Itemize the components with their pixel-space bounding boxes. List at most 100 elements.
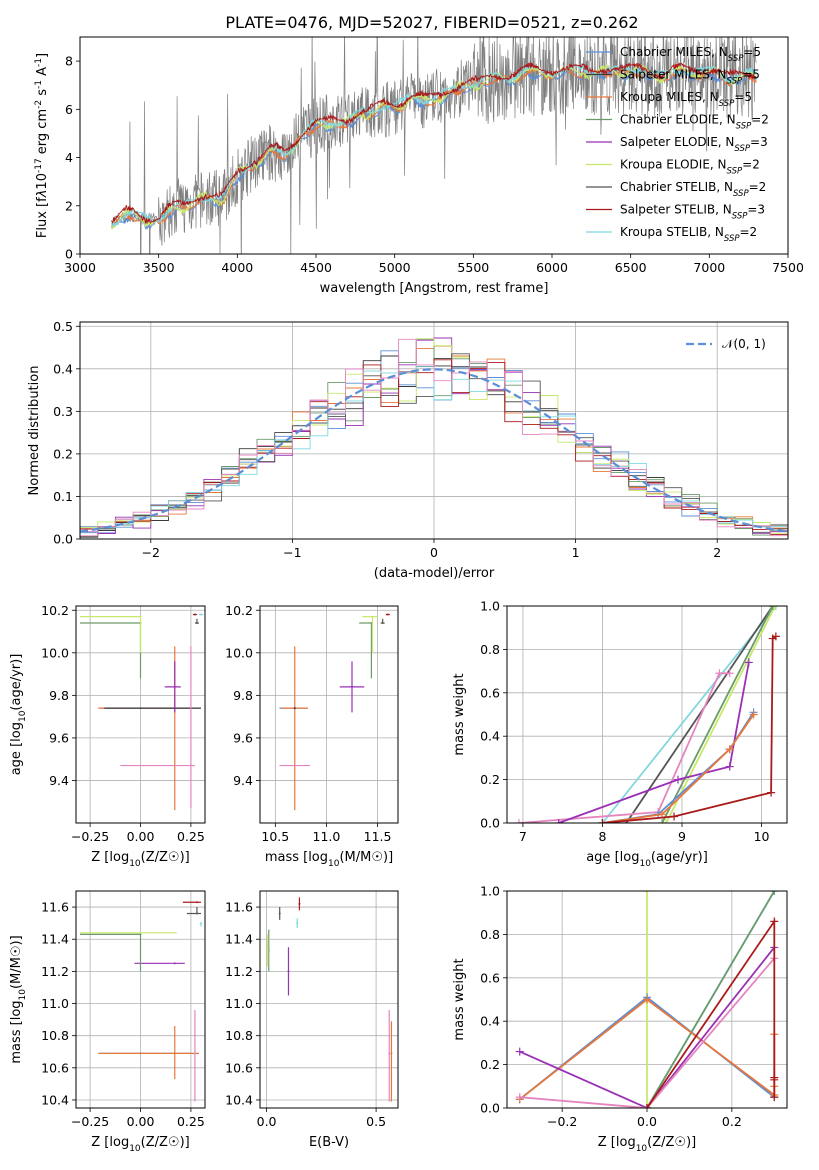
mass-weight-line — [601, 606, 777, 823]
mass-weight-line — [558, 662, 750, 823]
label-text: )] — [686, 1135, 696, 1150]
label-text: wavelength [Angstrom, rest frame] — [320, 281, 549, 296]
mass-vs-ebv-plot-area — [266, 897, 393, 1102]
y-tick-label: 11.6 — [225, 900, 253, 915]
label-subscript: 10 — [18, 989, 28, 1001]
residuals-plot-area — [80, 337, 788, 538]
data-point — [139, 931, 142, 934]
label-text: mass weight — [452, 958, 467, 1040]
legend-entry: Kroupa STELIB, NSSP=2 — [620, 225, 757, 244]
mass-weight-line — [518, 672, 730, 823]
legend-label: Chabrier MILES, N — [620, 45, 728, 59]
spectrum-frame: 3000 3500 4000 4500 5000 5500 6000 6500 7000 7500… — [34, 36, 804, 296]
mass-weight-line — [519, 946, 776, 1108]
y-tick-label: 0.4 — [480, 1014, 500, 1029]
x-tick-label: 0.00 — [127, 1114, 155, 1129]
legend-tail: =3 — [747, 203, 765, 217]
label-superscript: -1 — [34, 58, 44, 67]
plus-marker — [770, 891, 779, 895]
spectrum-data-line — [111, 37, 757, 254]
label-math: ☉ — [674, 1135, 686, 1150]
y-tick-label: 0.1 — [53, 489, 73, 504]
x-tick-label: 3500 — [143, 260, 175, 275]
x-tick-label: 0.0 — [257, 1114, 277, 1129]
label-subscript: 10 — [328, 859, 340, 869]
x-axis-label: Z [log10(Z/Z☉)] — [91, 850, 189, 869]
x-tick-label: 6000 — [536, 260, 568, 275]
label-text: age [log — [9, 722, 24, 775]
data-point — [278, 912, 281, 915]
plus-marker — [658, 819, 667, 823]
age-vs-mass-panel — [260, 606, 398, 823]
legend-entry: Salpeter ELODIE, NSSP=3 — [620, 135, 768, 154]
label-text: Z [log — [91, 1135, 129, 1150]
legend-subscript: SSP — [728, 54, 744, 64]
y-tick-label: 9.6 — [49, 730, 69, 745]
label-text: )] — [9, 935, 24, 945]
legend-label: Chabrier ELODIE, N — [620, 113, 736, 127]
axes-frame — [259, 605, 399, 824]
x-tick-label: 5500 — [457, 260, 489, 275]
y-tick-label: 11.0 — [225, 996, 253, 1011]
label-text: (Z/Z — [141, 1135, 168, 1150]
x-tick-label: −1 — [283, 545, 301, 560]
plus-marker — [598, 819, 607, 823]
x-axis-label: Z [log10(Z/Z☉)] — [598, 1135, 696, 1154]
y-tick-label: 11.4 — [41, 932, 69, 947]
plus-marker — [770, 1075, 779, 1084]
plus-marker — [771, 632, 780, 641]
label-text: )] — [383, 850, 393, 865]
spectrum-model-line — [111, 61, 757, 225]
legend-tail: =2 — [742, 158, 760, 172]
x-axis-label: Z [log10(Z/Z☉)] — [91, 1135, 189, 1154]
y-tick-label: 10.8 — [225, 1028, 253, 1043]
mass-weight-line — [646, 891, 776, 1108]
data-point — [193, 1052, 196, 1055]
legend-tail: =5 — [742, 68, 760, 82]
age-vs-Z-plot-area — [80, 613, 203, 811]
x-tick-label: 3000 — [64, 260, 96, 275]
label-text: A — [35, 67, 50, 80]
label-text: age [log — [586, 850, 639, 865]
label-text: )] — [180, 1135, 190, 1150]
y-tick-label: 0.3 — [53, 404, 73, 419]
x-tick-label: 6500 — [615, 260, 647, 275]
label-subscript: 10 — [636, 1144, 648, 1154]
legend-tail: =5 — [734, 90, 752, 104]
label-text: (data-model)/error — [374, 566, 495, 581]
age-vs-mass-plot-area — [279, 613, 390, 811]
y-tick-label: 0 — [65, 247, 73, 262]
legend-label: Chabrier STELIB, N — [620, 180, 733, 194]
plus-marker — [749, 710, 758, 719]
mass-weight-line — [661, 606, 774, 823]
x-tick-label: 10 — [754, 829, 770, 844]
data-point — [193, 613, 196, 616]
label-text: (M/M — [9, 957, 24, 989]
plus-marker — [515, 1047, 524, 1056]
x-tick-label: 11.5 — [364, 829, 392, 844]
x-axis-label: E(B-V) — [309, 1135, 349, 1150]
x-tick-label: 0.00 — [127, 829, 155, 844]
plus-marker — [770, 917, 779, 926]
data-point — [173, 962, 176, 965]
data-point — [388, 1052, 391, 1055]
plus-marker — [744, 658, 753, 667]
y-axis-label: mass weight — [452, 958, 467, 1040]
normal-curve — [80, 368, 788, 533]
plus-marker — [771, 606, 780, 610]
y-tick-label: 11.2 — [225, 964, 253, 979]
y-tick-label: 10.6 — [225, 1060, 253, 1075]
label-math: ☉ — [9, 945, 24, 957]
label-superscript: -17 — [34, 158, 44, 173]
data-point — [390, 1052, 393, 1055]
legend-subscript: SSP — [724, 234, 740, 244]
y-axis-label: mass weight — [452, 673, 467, 755]
x-tick-label: 8 — [598, 829, 606, 844]
y-axis-label: age [log10(age/yr)] — [9, 654, 28, 776]
y-tick-label: 10.0 — [225, 645, 253, 660]
label-text: Z [log — [91, 850, 129, 865]
legend-label: Salpeter ELODIE, N — [620, 135, 734, 149]
plus-marker — [514, 819, 523, 823]
figure-title: PLATE=0476, MJD=52027, FIBERID=0521, z=0… — [225, 13, 638, 32]
data-point — [139, 615, 142, 618]
